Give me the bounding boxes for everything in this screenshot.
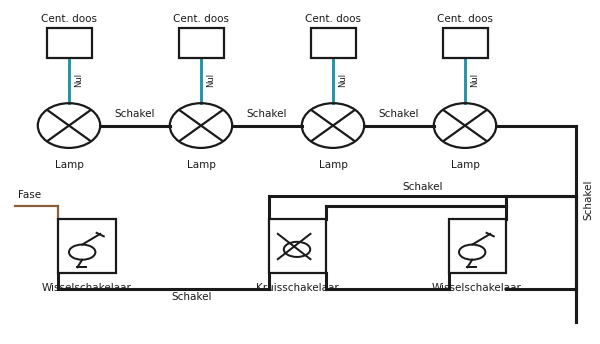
Text: Nul: Nul	[338, 73, 347, 87]
Text: Schakel: Schakel	[583, 179, 593, 220]
Text: Lamp: Lamp	[187, 160, 215, 170]
Text: Nul: Nul	[470, 73, 479, 87]
Bar	[47, 29, 92, 58]
Text: Wisselschakelaar: Wisselschakelaar	[432, 283, 522, 293]
Bar	[449, 219, 506, 273]
Text: Lamp: Lamp	[319, 160, 347, 170]
Bar	[179, 29, 224, 58]
Bar	[443, 29, 487, 58]
Text: Cent. doos: Cent. doos	[41, 14, 97, 24]
Text: Nul: Nul	[206, 73, 215, 87]
Text: Schakel: Schakel	[247, 109, 287, 119]
Text: Lamp: Lamp	[451, 160, 479, 170]
Text: Cent. doos: Cent. doos	[173, 14, 229, 24]
Text: Schakel: Schakel	[172, 292, 212, 302]
Bar	[269, 219, 325, 273]
Text: Nul: Nul	[74, 73, 83, 87]
Text: Kruisschakelaar: Kruisschakelaar	[256, 283, 338, 293]
Text: Schakel: Schakel	[379, 109, 419, 119]
Text: Schakel: Schakel	[115, 109, 155, 119]
Bar	[58, 219, 115, 273]
Text: Lamp: Lamp	[55, 160, 83, 170]
Text: Cent. doos: Cent. doos	[437, 14, 493, 24]
Bar	[311, 29, 355, 58]
Text: Wisselschakelaar: Wisselschakelaar	[42, 283, 132, 293]
Text: Fase: Fase	[18, 190, 41, 200]
Text: Schakel: Schakel	[403, 182, 443, 193]
Text: Cent. doos: Cent. doos	[305, 14, 361, 24]
